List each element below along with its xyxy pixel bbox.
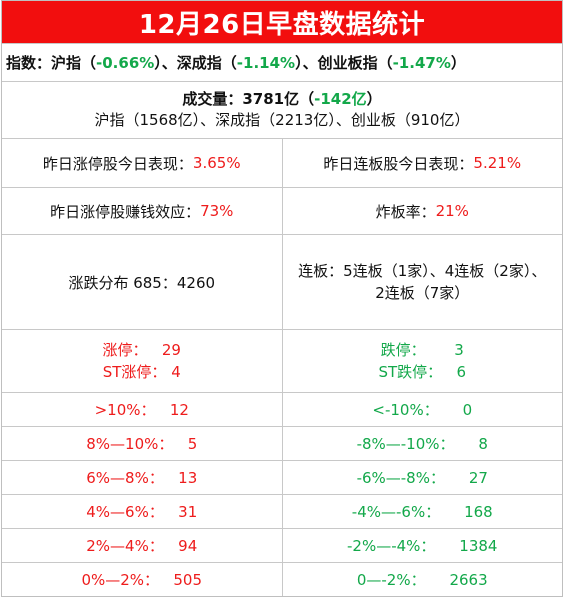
range-up-cell: >10%： 12 (2, 393, 283, 426)
limit-row: 涨停： 29 ST涨停： 4 跌停： 3 ST跌停： 6 (2, 329, 562, 392)
range-down-cell: -6%—-8%： 27 (283, 461, 563, 494)
st-limit-down-label: ST跌停： (378, 363, 443, 381)
range-down-label: -4%—-6%： (351, 503, 441, 521)
limit-up-line: 涨停： 29 (103, 339, 181, 361)
money-effect-value: 73% (200, 202, 234, 220)
range-down-cell: <-10%： 0 (283, 393, 563, 426)
consecutive-boards: 连板：5连板（1家）、4连板（2家）、 2连板（7家） (283, 235, 563, 329)
range-up-value: 13 (178, 468, 198, 487)
range-row: 0%—2%： 505 0—-2%： 2663 (2, 562, 562, 596)
volume-label-end: ） (366, 90, 382, 108)
range-up-cell: 8%—10%： 5 (2, 427, 283, 460)
range-up-value: 31 (178, 502, 198, 521)
range-down-value: 27 (468, 468, 488, 487)
indices-mid1: ）、深成指（ (154, 54, 237, 72)
limit-up-performance: 昨日涨停股今日表现： 3.65% (2, 139, 283, 187)
range-up-cell: 0%—2%： 505 (2, 563, 283, 596)
range-down-cell: -8%—-10%： 8 (283, 427, 563, 460)
consecutive-performance-label: 昨日连板股今日表现： (323, 154, 474, 173)
range-rows: >10%： 12 <-10%： 0 8%—10%： 5 -8%—-10%： 8 6%—8… (2, 392, 562, 596)
range-up-cell: 6%—8%： 13 (2, 461, 283, 494)
range-up-value: 5 (187, 434, 198, 453)
indices-suffix: ） (450, 54, 466, 72)
range-down-label: 0—-2%： (356, 571, 426, 589)
limit-up-value: 29 (161, 341, 181, 359)
range-row: 2%—4%： 94 -2%—-4%： 1384 (2, 528, 562, 562)
indices-row: 指数：沪指（ -0.66% ）、深成指（ -1.14% ）、创业板指（ -1.4… (2, 43, 562, 81)
consecutive-boards-line1: 连板：5连板（1家）、4连板（2家）、 (298, 262, 547, 280)
range-down-value: 8 (478, 434, 488, 453)
range-up-cell: 2%—4%： 94 (2, 529, 283, 562)
range-down-label: -2%—-4%： (347, 537, 436, 555)
consecutive-boards-line2: 2连板（7家） (375, 284, 470, 302)
volume-total: 成交量：3781亿（-142亿） (182, 89, 381, 109)
sz-index-change: -1.14% (236, 53, 296, 72)
limit-up-cell: 涨停： 29 ST涨停： 4 (2, 330, 283, 392)
range-down-label: <-10%： (372, 401, 439, 419)
st-limit-down-value: 6 (456, 363, 467, 381)
range-row: 4%—6%： 31 -4%—-6%： 168 (2, 494, 562, 528)
range-up-cell: 4%—6%： 31 (2, 495, 283, 528)
range-row: >10%： 12 <-10%： 0 (2, 392, 562, 426)
range-down-value: 2663 (449, 570, 488, 589)
stats-row-3: 涨跌分布 685：4260 连板：5连板（1家）、4连板（2家）、 2连板（7家… (2, 234, 562, 329)
money-effect-label: 昨日涨停股赚钱效应： (50, 202, 201, 221)
range-up-value: 94 (178, 536, 198, 555)
st-limit-up-label: ST涨停： (102, 363, 167, 381)
limit-up-performance-label: 昨日涨停股今日表现： (42, 154, 193, 173)
stats-row-2: 昨日涨停股赚钱效应： 73% 炸板率： 21% (2, 187, 562, 234)
range-up-label: 4%—6%： (86, 503, 164, 521)
limit-up-label: 涨停： (102, 341, 148, 359)
volume-label: 成交量：3781亿（ (182, 90, 315, 108)
stats-row-1: 昨日涨停股今日表现： 3.65% 昨日连板股今日表现： 5.21% (2, 138, 562, 187)
range-up-label: 2%—4%： (86, 537, 164, 555)
indices-mid2: ）、创业板指（ (295, 54, 393, 72)
range-down-value: 0 (462, 400, 473, 419)
range-row: 8%—10%： 5 -8%—-10%： 8 (2, 426, 562, 460)
range-up-value: 505 (173, 570, 203, 589)
range-down-cell: -4%—-6%： 168 (283, 495, 563, 528)
limit-up-performance-value: 3.65% (192, 154, 241, 172)
broken-rate-value: 21% (435, 202, 469, 220)
limit-down-label: 跌停： (380, 341, 426, 359)
range-down-cell: -2%—-4%： 1384 (283, 529, 563, 562)
cy-index-change: -1.47% (392, 53, 451, 72)
range-up-label: 6%—8%： (86, 469, 164, 487)
range-up-label: 8%—10%： (86, 435, 174, 453)
volume-breakdown: 沪指（1568亿）、深成指（2213亿）、创业板（910亿） (94, 111, 470, 129)
limit-down-value: 3 (454, 341, 464, 359)
range-row: 6%—8%： 13 -6%—-8%： 27 (2, 460, 562, 494)
sh-index-change: -0.66% (96, 53, 155, 72)
broken-rate: 炸板率： 21% (283, 188, 563, 234)
range-up-label: 0%—2%： (81, 571, 160, 589)
volume-change: -142亿 (314, 90, 367, 108)
limit-down-line: 跌停： 3 (381, 339, 464, 361)
st-limit-down-line: ST跌停： 6 (378, 361, 466, 383)
volume-row: 成交量：3781亿（-142亿） 沪指（1568亿）、深成指（2213亿）、创业… (2, 81, 562, 138)
consecutive-performance: 昨日连板股今日表现： 5.21% (283, 139, 563, 187)
st-limit-up-value: 4 (171, 363, 181, 381)
range-down-label: -6%—-8%： (356, 469, 445, 487)
broken-rate-label: 炸板率： (375, 202, 436, 221)
range-down-value: 1384 (459, 536, 498, 555)
indices-prefix: 指数：沪指（ (6, 54, 97, 72)
limit-down-cell: 跌停： 3 ST跌停： 6 (283, 330, 563, 392)
consecutive-performance-value: 5.21% (473, 154, 522, 172)
money-effect: 昨日涨停股赚钱效应： 73% (2, 188, 283, 234)
range-down-value: 168 (464, 502, 493, 521)
st-limit-up-line: ST涨停： 4 (103, 361, 181, 383)
range-down-label: -8%—-10%： (356, 435, 455, 453)
range-up-value: 12 (169, 400, 189, 419)
page-title: 12月26日早盘数据统计 (2, 1, 562, 43)
rise-fall-distribution: 涨跌分布 685：4260 (2, 235, 283, 329)
range-up-label: >10%： (94, 401, 156, 419)
range-down-cell: 0—-2%： 2663 (283, 563, 563, 596)
